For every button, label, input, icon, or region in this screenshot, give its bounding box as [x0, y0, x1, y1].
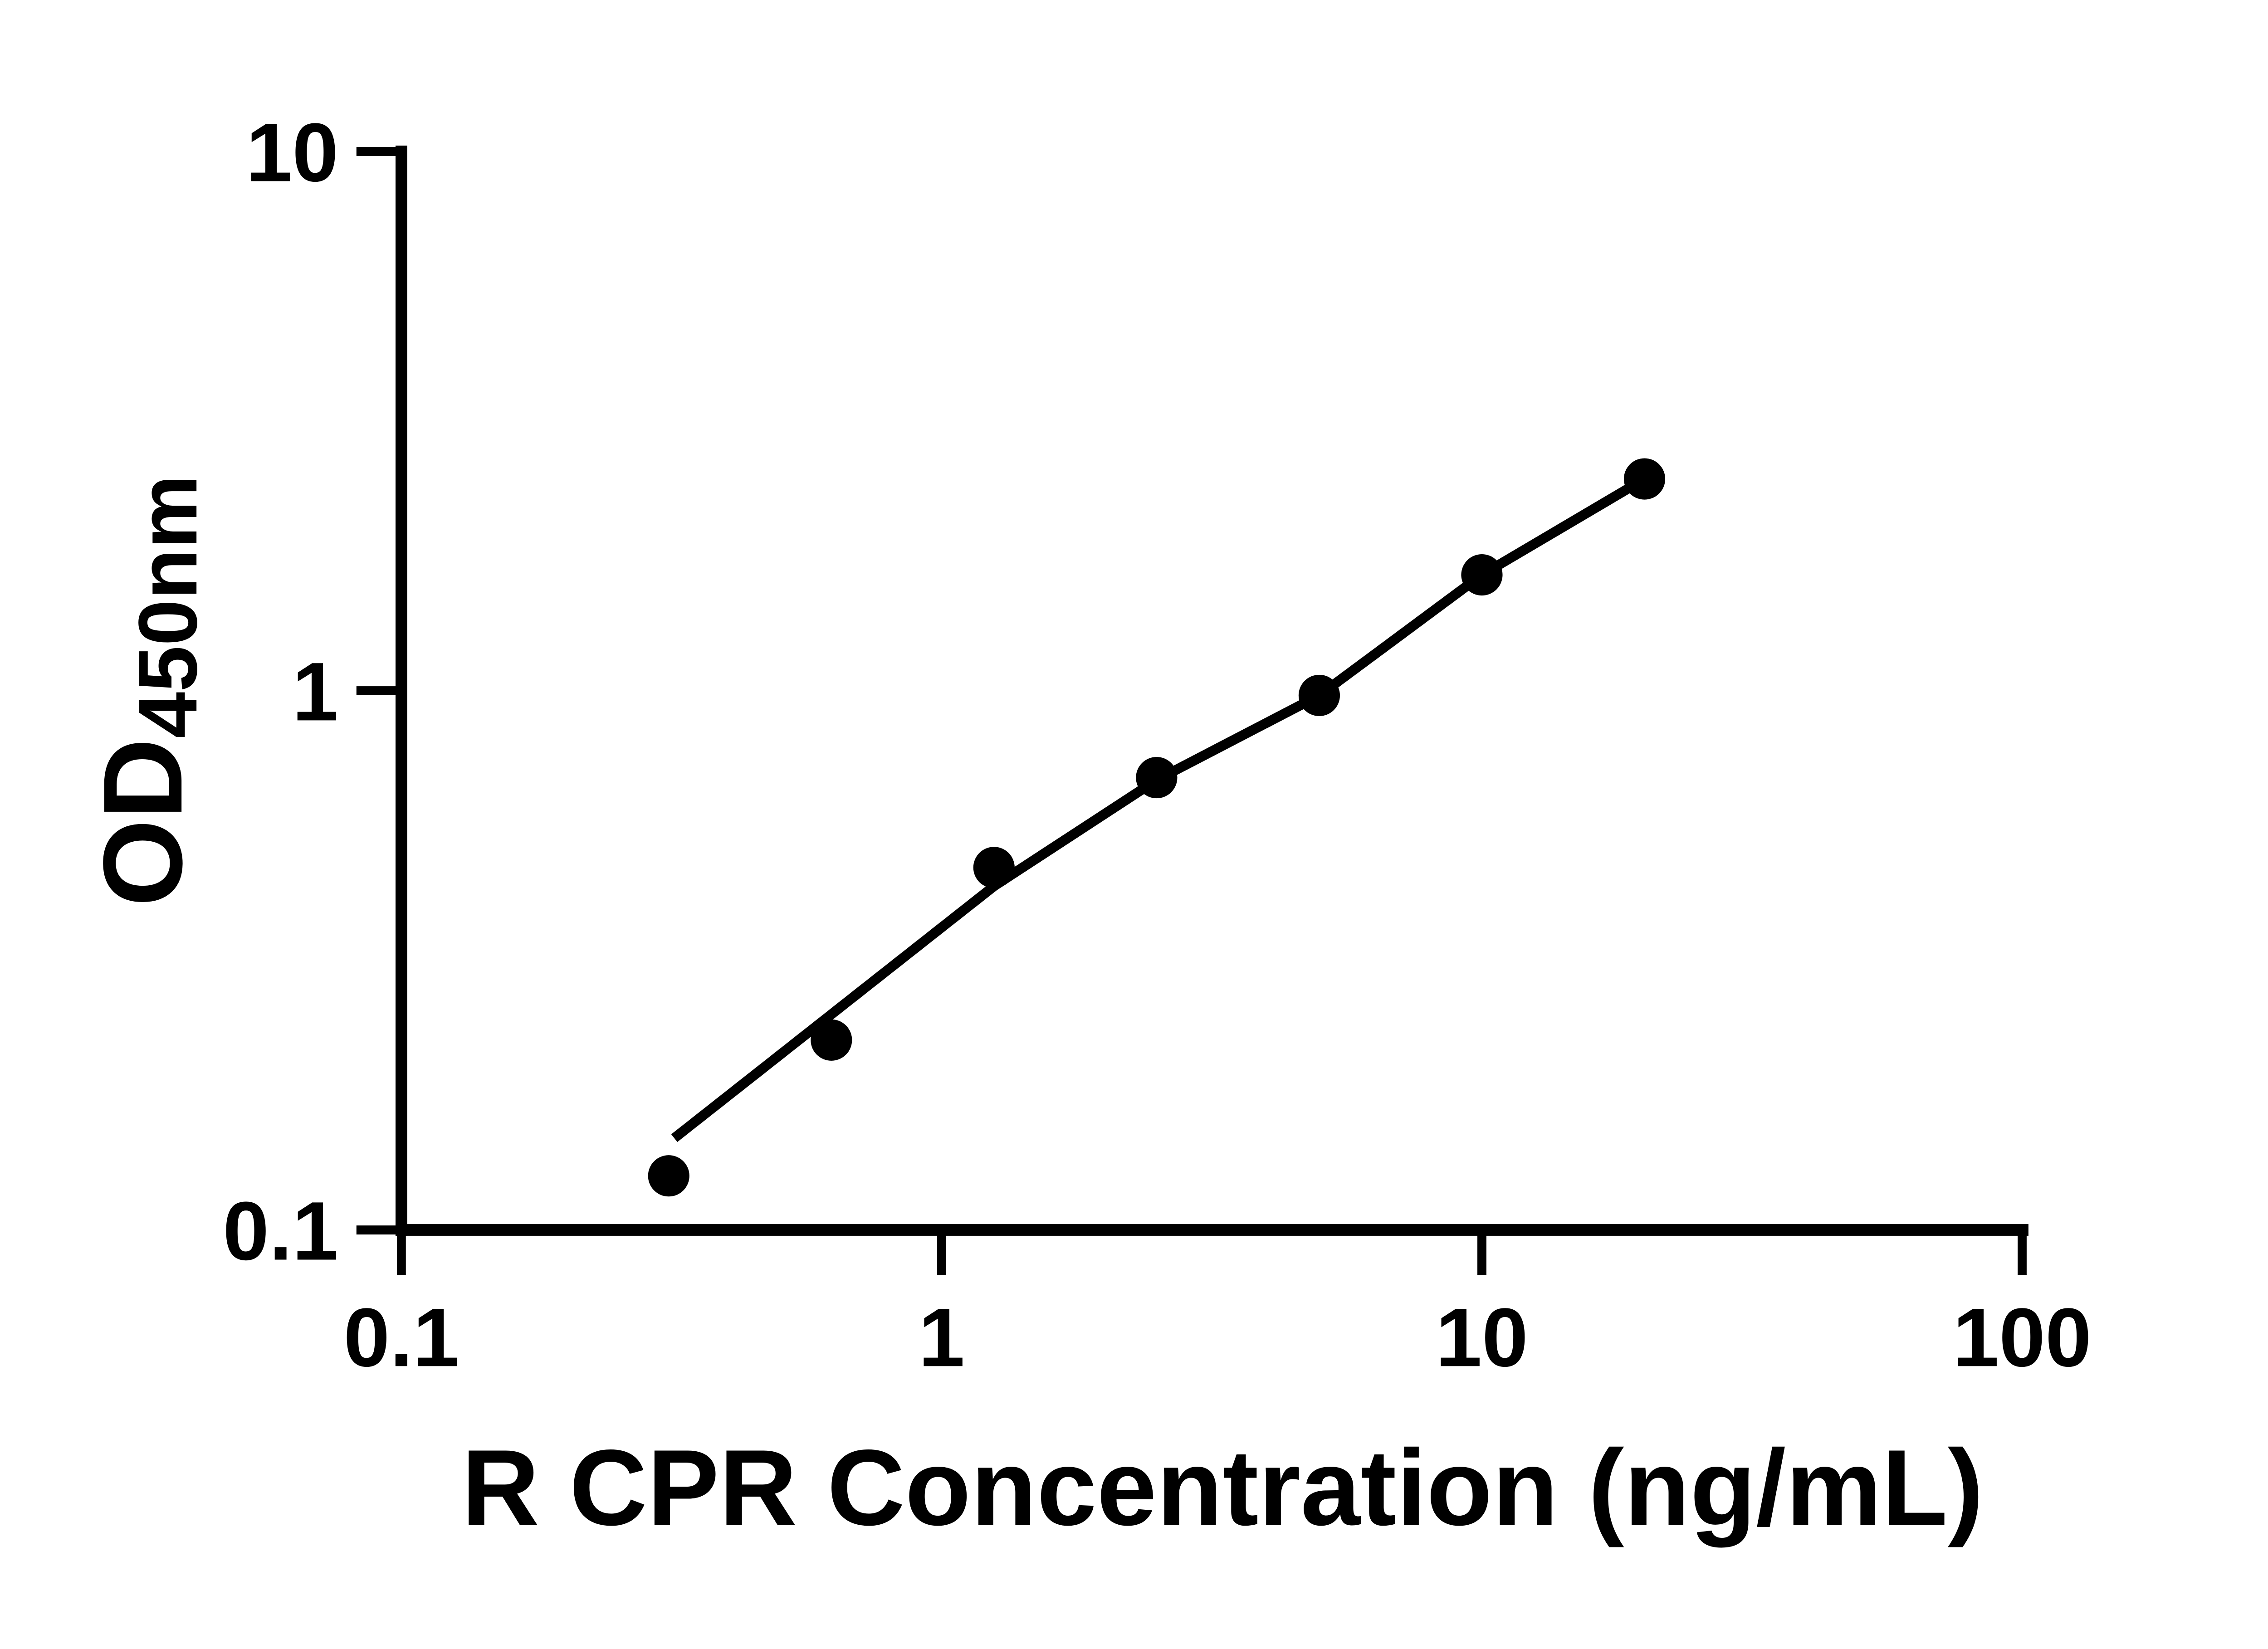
- data-point: [811, 1019, 852, 1061]
- x-tick-label: 1: [919, 1291, 965, 1384]
- y-tick-label: 1: [292, 645, 338, 738]
- data-point: [973, 847, 1015, 888]
- y-axis-title-base: OD: [80, 738, 205, 907]
- y-tick-label: 0.1: [223, 1184, 338, 1277]
- data-point: [1623, 458, 1666, 500]
- y-axis-title-subscript: 450nm: [122, 474, 215, 738]
- data-point: [648, 1155, 689, 1197]
- x-tick-label: 10: [1436, 1291, 1528, 1384]
- x-tick-label: 0.1: [343, 1291, 459, 1384]
- y-axis-title: OD450nm: [80, 475, 215, 907]
- data-point: [1136, 757, 1178, 799]
- data-point: [1298, 674, 1340, 717]
- trend-line: [671, 474, 1647, 1142]
- y-tick-label: 10: [246, 106, 338, 199]
- data-point: [1461, 554, 1503, 596]
- x-axis-title: R CPR Concentration (ng/mL): [461, 1427, 1984, 1548]
- x-tick-label: 100: [1953, 1291, 2092, 1384]
